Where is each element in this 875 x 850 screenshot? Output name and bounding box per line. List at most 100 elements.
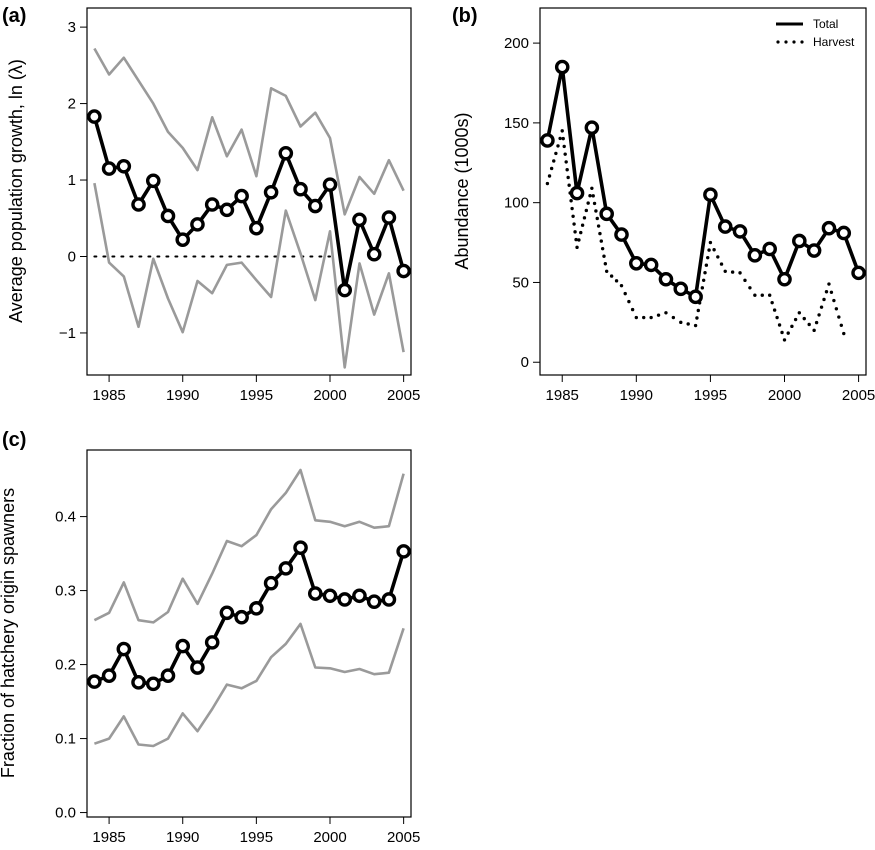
mean-point <box>337 592 353 607</box>
mean-point <box>352 588 367 604</box>
total-point <box>851 265 866 281</box>
mean-point <box>87 109 102 124</box>
total-point <box>777 271 792 287</box>
y-tick-label: 0 <box>68 248 76 265</box>
y-tick-label: 100 <box>504 195 529 212</box>
harvest-dot <box>547 174 552 178</box>
harvest-dot <box>696 308 700 313</box>
total-point <box>540 133 555 148</box>
mean-point <box>116 158 132 174</box>
harvest-dot <box>586 201 590 205</box>
mean-point <box>278 145 294 161</box>
legend-total-label: Total <box>813 17 838 31</box>
total-point <box>821 220 837 236</box>
x-tick-label: 1985 <box>546 387 579 404</box>
harvest-dot <box>574 237 578 242</box>
y-tick-label: 0.3 <box>55 583 76 600</box>
panel-label: (a) <box>2 5 26 27</box>
mean-point <box>396 544 411 559</box>
harvest-dot <box>777 323 782 327</box>
y-axis-label: Fraction of hatchery origin spawners <box>0 488 18 778</box>
harvest-dot <box>782 338 787 342</box>
mean-point <box>131 675 146 690</box>
harvest-dot <box>591 194 595 198</box>
harvest-dot <box>839 323 844 327</box>
x-tick-label: 1985 <box>92 829 125 846</box>
harvest-dot <box>842 331 846 336</box>
x-tick-label: 2005 <box>387 387 420 404</box>
mean-point <box>396 263 411 279</box>
total-point <box>643 257 659 273</box>
panel-label: (b) <box>452 5 478 27</box>
mean-point <box>204 635 220 650</box>
harvest-dot <box>588 193 592 198</box>
mean-point <box>116 641 132 657</box>
harvest-dot <box>549 166 554 171</box>
plot-frame <box>86 7 412 376</box>
plot-frame <box>86 449 412 818</box>
y-tick-label: 0 <box>521 354 529 371</box>
x-tick-label: 1995 <box>694 387 727 404</box>
mean-point <box>131 197 146 212</box>
panel-a: (a) 1985 1990 1995 2000 2005 −1 0 1 2 3 Average pop… <box>2 5 420 404</box>
harvest-dot <box>582 216 587 220</box>
harvest-dot <box>554 151 558 156</box>
harvest-dot <box>594 209 598 213</box>
harvest-dot <box>707 248 711 252</box>
harvest-dot <box>602 254 606 258</box>
y-tick-label: 1 <box>68 172 76 189</box>
mean-point <box>219 605 235 621</box>
harvest-dot <box>649 315 653 320</box>
mean-point <box>322 177 338 192</box>
harvest-dot <box>545 181 550 186</box>
y-tick-label: 0.2 <box>55 657 76 674</box>
harvest-dot <box>812 328 816 333</box>
mean-point <box>307 198 323 214</box>
harvest-dot <box>775 315 779 320</box>
harvest-line <box>545 129 846 342</box>
harvest-dot <box>770 300 774 305</box>
total-point <box>569 185 585 201</box>
legend-harvest-swatch-dot <box>776 40 780 44</box>
total-point <box>732 224 748 239</box>
mean-point <box>293 540 308 555</box>
harvest-dot <box>829 290 834 294</box>
harvest-dot <box>604 269 609 273</box>
y-tick-label: 150 <box>504 115 529 132</box>
harvest-dot <box>723 269 727 273</box>
harvest-dot <box>822 297 826 302</box>
harvest-dot <box>699 293 703 298</box>
mean-point <box>249 601 264 616</box>
harvest-dot <box>834 307 839 311</box>
harvest-dot <box>656 313 661 317</box>
panel-b: (b) 1985 1990 1995 2000 2005 0 50 100 150 200 Abund… <box>452 5 875 404</box>
mean-point <box>190 217 205 232</box>
mean-point <box>322 588 338 604</box>
harvest-dot <box>802 316 806 321</box>
y-axis-label: Abundance (1000s) <box>452 112 472 269</box>
y-tick-label: 2 <box>68 96 76 113</box>
harvest-dot <box>558 136 562 141</box>
mean-line <box>92 116 406 292</box>
harvest-dot <box>790 324 794 329</box>
mean-point <box>190 660 205 675</box>
harvest-dot <box>738 271 742 275</box>
harvest-dot <box>807 322 811 327</box>
harvest-dot <box>599 239 603 243</box>
mean-point <box>366 594 382 609</box>
harvest-dot <box>797 311 802 315</box>
x-tick-label: 1985 <box>92 387 125 404</box>
mean-point <box>175 232 191 247</box>
harvest-dot <box>627 299 631 304</box>
mean-point <box>101 668 117 683</box>
total-point <box>747 248 763 263</box>
total-point <box>806 243 822 258</box>
harvest-dot <box>697 301 702 305</box>
mean-point <box>175 638 191 654</box>
harvest-dot <box>572 222 576 226</box>
harvest-dot <box>577 238 581 242</box>
harvest-dot <box>753 293 757 297</box>
mean-point <box>87 674 102 689</box>
harvest-dot <box>748 286 752 290</box>
